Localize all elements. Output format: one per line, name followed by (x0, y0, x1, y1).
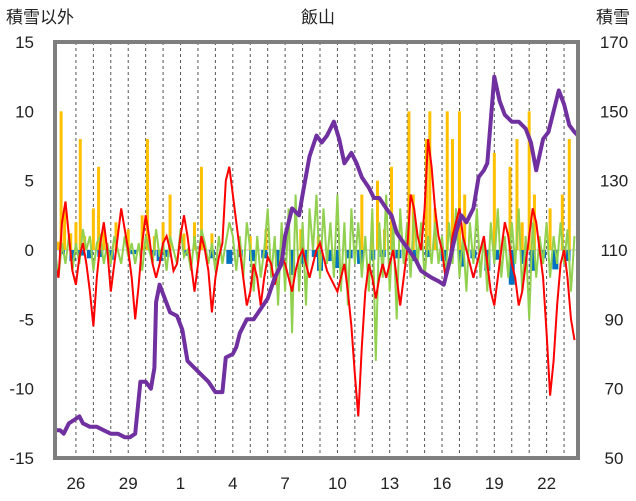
precip-bar (492, 152, 496, 250)
precip-bar (548, 208, 552, 250)
precip-bar (114, 222, 118, 250)
precip-bar (360, 194, 364, 250)
precip-bar (567, 139, 571, 250)
blue-bar (494, 250, 501, 260)
temp-series-line (54, 138, 576, 417)
x-tick-label: 13 (380, 474, 399, 493)
right-tick-label: 70 (605, 380, 624, 399)
precip-bar (508, 166, 512, 250)
right-tick-label: 50 (605, 449, 624, 468)
blue-bar (564, 250, 571, 262)
precip-bar (140, 215, 144, 250)
precip-bar (97, 166, 101, 250)
snow-depth-line (55, 74, 580, 440)
precip-bar (182, 233, 186, 250)
precip-bar (56, 241, 60, 250)
precip-bar (126, 229, 130, 250)
x-tick-label: 7 (280, 474, 289, 493)
x-tick-label: 10 (328, 474, 347, 493)
precip-bar (527, 111, 531, 250)
x-tick-label: 1 (176, 474, 185, 493)
x-tick-label: 19 (485, 474, 504, 493)
blue-bar (529, 250, 536, 271)
green-series-line (54, 194, 576, 361)
blue-bar (163, 250, 170, 257)
left-tick-label: 0 (25, 241, 34, 260)
blue-bar (208, 250, 215, 259)
precip-bar (210, 233, 214, 250)
precip-bar (376, 180, 380, 250)
right-tick-label: 130 (600, 172, 628, 191)
blue-bar (334, 250, 341, 269)
right-tick-label: 110 (600, 241, 627, 260)
plot-frame (53, 40, 580, 460)
x-tick-label: 29 (119, 474, 138, 493)
precip-bar (428, 111, 432, 250)
left-tick-label: 15 (15, 33, 34, 52)
right-tick-label: 150 (600, 102, 628, 121)
blue-bar (275, 250, 282, 267)
left-axis-title: 積雪以外 (6, 8, 74, 28)
blue-bar (107, 250, 114, 260)
precip-bar (457, 111, 461, 250)
x-tick-label: 22 (537, 474, 556, 493)
right-tick-label: 90 (605, 310, 624, 329)
left-tick-label: 5 (25, 172, 34, 191)
chart-title: 飯山 (301, 8, 335, 28)
precip-bar (59, 111, 63, 250)
blue-bar (97, 250, 104, 257)
right-axis-title: 積雪 (596, 8, 630, 28)
precip-bar (560, 194, 564, 250)
precip-bar (69, 233, 73, 250)
x-tick-label: 16 (433, 474, 452, 493)
blue-bar (552, 250, 559, 270)
blue-bar (86, 250, 93, 259)
right-axis-ticks: 170 150 130 110 90 70 50 (600, 33, 628, 468)
precip-bar (424, 139, 428, 250)
blue-bar (69, 250, 76, 262)
precip-bar (445, 111, 449, 250)
x-axis-ticks: 26 29 1 4 7 10 13 16 19 22 (66, 474, 556, 493)
precip-bar (145, 139, 149, 250)
precip-bar (407, 111, 411, 250)
precip-bar (63, 208, 67, 250)
precip-bar (161, 222, 165, 250)
precip-bar (520, 222, 524, 250)
blue-bar (248, 250, 255, 262)
precip-bar (199, 166, 203, 250)
blue-bar (325, 250, 332, 262)
blue-bar (425, 250, 432, 257)
precip-bar (168, 194, 172, 250)
blue-bar (289, 250, 296, 275)
left-tick-label: -10 (9, 380, 34, 399)
left-tick-label: -15 (9, 449, 34, 468)
precip-bar (78, 139, 82, 250)
left-tick-label: -5 (19, 310, 34, 329)
blue-bar (226, 250, 233, 264)
left-tick-label: 10 (15, 102, 34, 121)
x-tick-label: 4 (228, 474, 237, 493)
right-tick-label: 170 (600, 33, 628, 52)
precip-bar (532, 194, 536, 250)
precip-bar (515, 139, 519, 250)
blue-bar (149, 250, 156, 256)
x-tick-label: 26 (66, 474, 85, 493)
precip-bar (102, 229, 106, 250)
precip-bar (74, 222, 78, 250)
precip-bar (389, 166, 393, 250)
precip-bar (91, 208, 95, 250)
left-axis-ticks: 15 10 5 0 -5 -10 -15 (9, 33, 34, 468)
blue-bar (369, 250, 376, 260)
precip-bar (450, 139, 454, 250)
